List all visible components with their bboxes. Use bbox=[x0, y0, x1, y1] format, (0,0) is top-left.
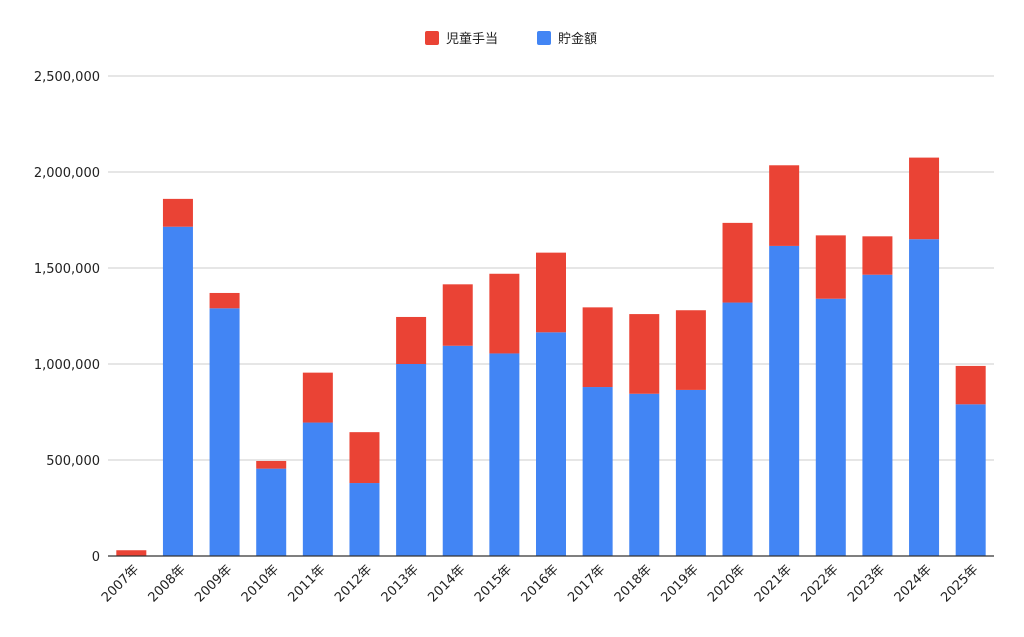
legend-label: 児童手当 bbox=[446, 31, 498, 47]
x-tick-label: 2022年 bbox=[798, 562, 841, 605]
bar-segment-child-allowance bbox=[909, 157, 940, 240]
bar-segment-child-allowance bbox=[489, 273, 520, 354]
bar-segment-savings bbox=[442, 345, 473, 556]
bar-segment-savings bbox=[582, 387, 613, 556]
x-tick-label: 2010年 bbox=[239, 562, 282, 605]
bar-segment-child-allowance bbox=[582, 307, 613, 388]
x-tick-label: 2023年 bbox=[845, 562, 888, 605]
x-tick-label: 2017年 bbox=[565, 562, 608, 605]
bar-segment-child-allowance bbox=[162, 198, 193, 227]
legend-swatch bbox=[537, 31, 551, 45]
y-tick-label: 2,000,000 bbox=[34, 166, 100, 181]
y-tick-label: 2,500,000 bbox=[34, 70, 100, 85]
x-tick-label: 2011年 bbox=[285, 562, 328, 605]
legend-item: 貯金額 bbox=[537, 31, 597, 47]
bar-segment-savings bbox=[489, 353, 520, 556]
x-tick-label: 2025年 bbox=[938, 562, 981, 605]
bar-segment-savings bbox=[162, 226, 193, 556]
bar-segment-child-allowance bbox=[256, 460, 287, 469]
bar-segment-savings bbox=[209, 308, 240, 556]
bar-segment-savings bbox=[909, 239, 940, 556]
legend-swatch bbox=[425, 31, 439, 45]
bar-segment-child-allowance bbox=[675, 310, 706, 390]
y-tick-label: 1,000,000 bbox=[34, 358, 100, 373]
x-tick-label: 2024年 bbox=[892, 562, 935, 605]
bar-segment-child-allowance bbox=[209, 292, 240, 309]
bar-segment-child-allowance bbox=[815, 235, 846, 299]
x-tick-label: 2012年 bbox=[332, 562, 375, 605]
bar-segment-savings bbox=[815, 298, 846, 556]
bar-segment-savings bbox=[955, 404, 986, 556]
x-tick-label: 2007年 bbox=[99, 562, 142, 605]
bar-segment-savings bbox=[722, 302, 753, 556]
x-tick-label: 2008年 bbox=[146, 562, 189, 605]
bar-segment-child-allowance bbox=[396, 316, 427, 364]
bar-segment-savings bbox=[862, 274, 893, 556]
x-tick-label: 2019年 bbox=[659, 562, 702, 605]
bar-segment-child-allowance bbox=[769, 165, 800, 246]
bar-segment-child-allowance bbox=[302, 372, 333, 423]
y-tick-label: 0 bbox=[92, 550, 100, 565]
bar-segment-savings bbox=[536, 332, 566, 556]
bar-segment-child-allowance bbox=[955, 365, 986, 405]
x-tick-label: 2020年 bbox=[705, 562, 748, 605]
bar-segment-child-allowance bbox=[442, 284, 473, 346]
x-tick-label: 2016年 bbox=[519, 562, 562, 605]
bar-segment-savings bbox=[256, 468, 287, 556]
bar-segment-savings bbox=[349, 483, 380, 556]
bar-segment-savings bbox=[396, 364, 427, 556]
x-tick-label: 2013年 bbox=[379, 562, 422, 605]
x-tick-label: 2015年 bbox=[472, 562, 515, 605]
y-tick-label: 500,000 bbox=[46, 454, 100, 469]
x-tick-label: 2018年 bbox=[612, 562, 655, 605]
bar-segment-child-allowance bbox=[862, 236, 893, 275]
bar-segment-child-allowance bbox=[536, 252, 566, 333]
y-tick-label: 1,500,000 bbox=[34, 262, 100, 277]
bar-segment-savings bbox=[769, 245, 800, 557]
bar-segment-child-allowance bbox=[116, 550, 147, 556]
bar-segment-savings bbox=[629, 393, 660, 556]
legend: 児童手当 貯金額 bbox=[425, 31, 597, 47]
bar-segment-savings bbox=[302, 422, 333, 556]
bars bbox=[116, 157, 986, 557]
bar-segment-child-allowance bbox=[629, 314, 660, 394]
x-tick-label: 2014年 bbox=[425, 562, 468, 605]
x-tick-label: 2009年 bbox=[192, 562, 235, 605]
x-tick-label: 2021年 bbox=[752, 562, 795, 605]
bar-segment-savings bbox=[675, 389, 706, 556]
bar-segment-child-allowance bbox=[722, 222, 753, 303]
legend-label: 貯金額 bbox=[558, 31, 597, 47]
bar-segment-child-allowance bbox=[349, 432, 380, 484]
legend-item: 児童手当 bbox=[425, 31, 498, 47]
